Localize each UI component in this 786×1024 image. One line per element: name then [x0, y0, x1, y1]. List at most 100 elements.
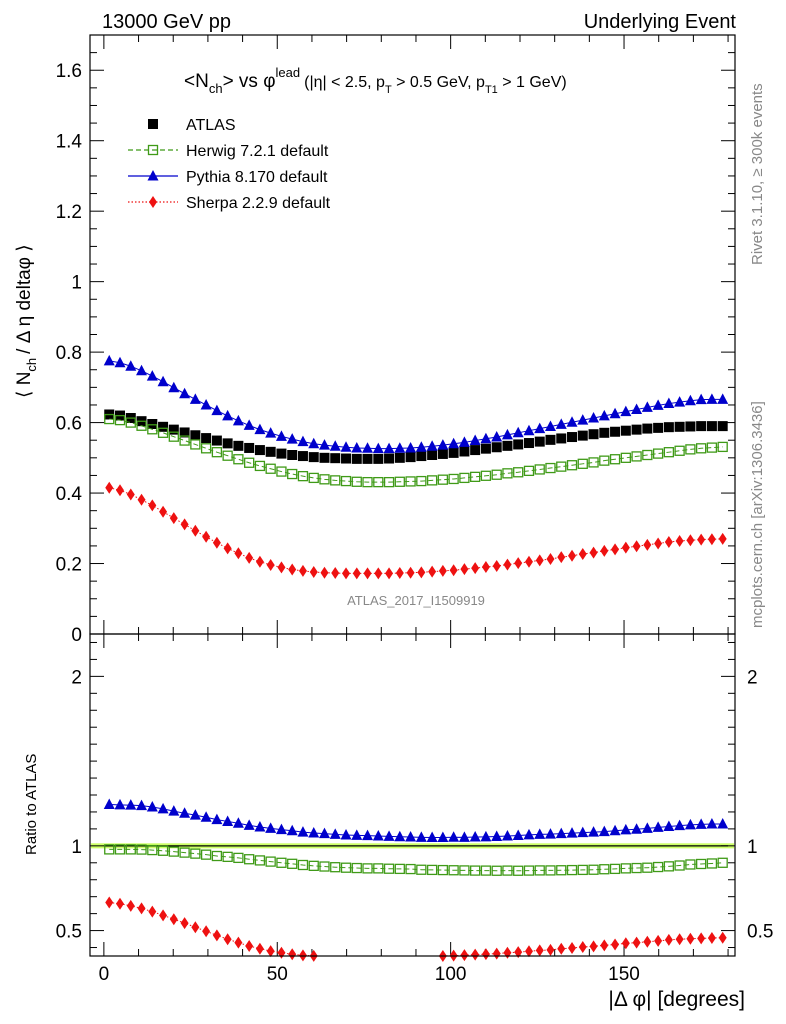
data-point	[330, 453, 341, 464]
ratio-data-point	[266, 945, 275, 958]
ratio-data-point	[211, 850, 223, 862]
ratio-data-point	[373, 863, 384, 874]
ratio-data-point	[159, 909, 168, 922]
data-point	[577, 414, 589, 425]
ratio-data-point	[589, 940, 598, 953]
data-point	[179, 387, 191, 399]
ratio-data-point	[546, 943, 555, 956]
ratio-data-point	[643, 935, 652, 948]
ratio-data-point	[480, 865, 492, 876]
data-point	[707, 533, 716, 546]
data-point	[406, 566, 415, 579]
data-point	[373, 453, 384, 464]
data-point	[105, 481, 114, 494]
data-point	[685, 421, 696, 432]
ratio-data-point	[568, 942, 577, 955]
ratio-data-point	[372, 830, 384, 841]
ratio-data-point	[189, 809, 201, 820]
ratio-data-point	[426, 864, 438, 876]
ratio-data-point	[524, 945, 533, 958]
ratio-data-point	[717, 817, 729, 829]
data-point	[448, 447, 459, 458]
ratio-data-point	[211, 813, 223, 825]
series-sherpa	[105, 481, 727, 580]
ratio-data-point	[148, 905, 157, 918]
data-point	[168, 431, 179, 442]
ratio-data-point	[470, 865, 481, 876]
data-point	[340, 441, 352, 452]
ratio-data-point	[501, 830, 513, 841]
data-point	[588, 412, 600, 423]
data-point	[427, 450, 438, 461]
data-point	[211, 404, 223, 416]
ratio-data-point	[202, 925, 211, 938]
data-point	[620, 405, 632, 417]
data-point	[416, 451, 427, 462]
main-y-axis-label: ⟨ Nch/ Δ η deltaφ ⟩	[14, 244, 39, 398]
data-point	[674, 445, 685, 456]
ratio-data-point	[157, 845, 169, 856]
data-point	[654, 537, 663, 550]
ratio-data-point	[297, 859, 309, 871]
ratio-panel-frame	[89, 633, 736, 957]
ratio-data-point	[105, 896, 114, 909]
data-point	[642, 423, 653, 434]
ratio-data-point	[319, 861, 330, 872]
ratio-data-point	[674, 860, 685, 871]
data-point	[480, 470, 492, 481]
ratio-data-point	[244, 854, 255, 865]
ratio-data-point	[460, 949, 469, 962]
ratio-data-point	[718, 931, 727, 944]
data-point	[147, 424, 158, 435]
series-line	[109, 487, 723, 574]
ratio-data-point	[697, 932, 706, 945]
data-point	[599, 427, 610, 438]
main-y-tick-label: 0	[71, 625, 82, 646]
x-tick-label: 150	[608, 964, 640, 985]
ratio-y-tick-label: 1	[71, 837, 82, 858]
data-point	[556, 461, 567, 472]
ratio-data-point	[556, 865, 567, 876]
legend-entry: Sherpa 2.2.9 default	[128, 195, 331, 212]
ratio-data-point	[232, 817, 244, 828]
data-point	[245, 551, 254, 564]
data-point	[115, 484, 124, 497]
data-point	[697, 533, 706, 546]
data-point	[319, 452, 330, 463]
data-point	[190, 439, 201, 450]
ratio-data-point	[125, 844, 136, 855]
data-point	[417, 566, 426, 579]
ratio-data-point	[459, 865, 470, 876]
data-point	[599, 455, 610, 466]
data-point	[244, 442, 255, 453]
data-point	[685, 444, 696, 455]
ratio-series-line	[109, 848, 723, 872]
ratio-data-point	[502, 865, 513, 876]
ratio-data-point	[298, 949, 307, 962]
data-point	[254, 445, 265, 456]
data-point	[265, 463, 276, 474]
ratio-data-point	[717, 857, 728, 868]
data-point	[610, 426, 621, 437]
analysis-watermark: ATLAS_2017_I1509919	[347, 593, 485, 608]
x-tick-label: 0	[99, 964, 110, 985]
data-point	[642, 449, 653, 461]
ratio-data-point	[222, 815, 234, 826]
data-point	[147, 418, 158, 429]
ratio-data-point	[297, 826, 309, 837]
ratio-data-point	[254, 855, 266, 866]
ratio-data-point	[577, 826, 589, 838]
data-point	[415, 441, 427, 452]
data-point	[373, 476, 384, 488]
data-point	[319, 474, 330, 485]
header-left: 13000 GeV pp	[102, 11, 231, 33]
data-point	[126, 488, 135, 501]
ratio-data-point	[544, 828, 556, 839]
ratio-data-point	[600, 939, 609, 952]
data-point	[148, 499, 157, 512]
data-point	[566, 460, 578, 471]
ratio-data-point	[686, 932, 695, 945]
data-point	[588, 429, 599, 440]
ratio-data-point	[652, 821, 664, 832]
ratio-y-tick-label-right: 0.5	[747, 922, 773, 943]
